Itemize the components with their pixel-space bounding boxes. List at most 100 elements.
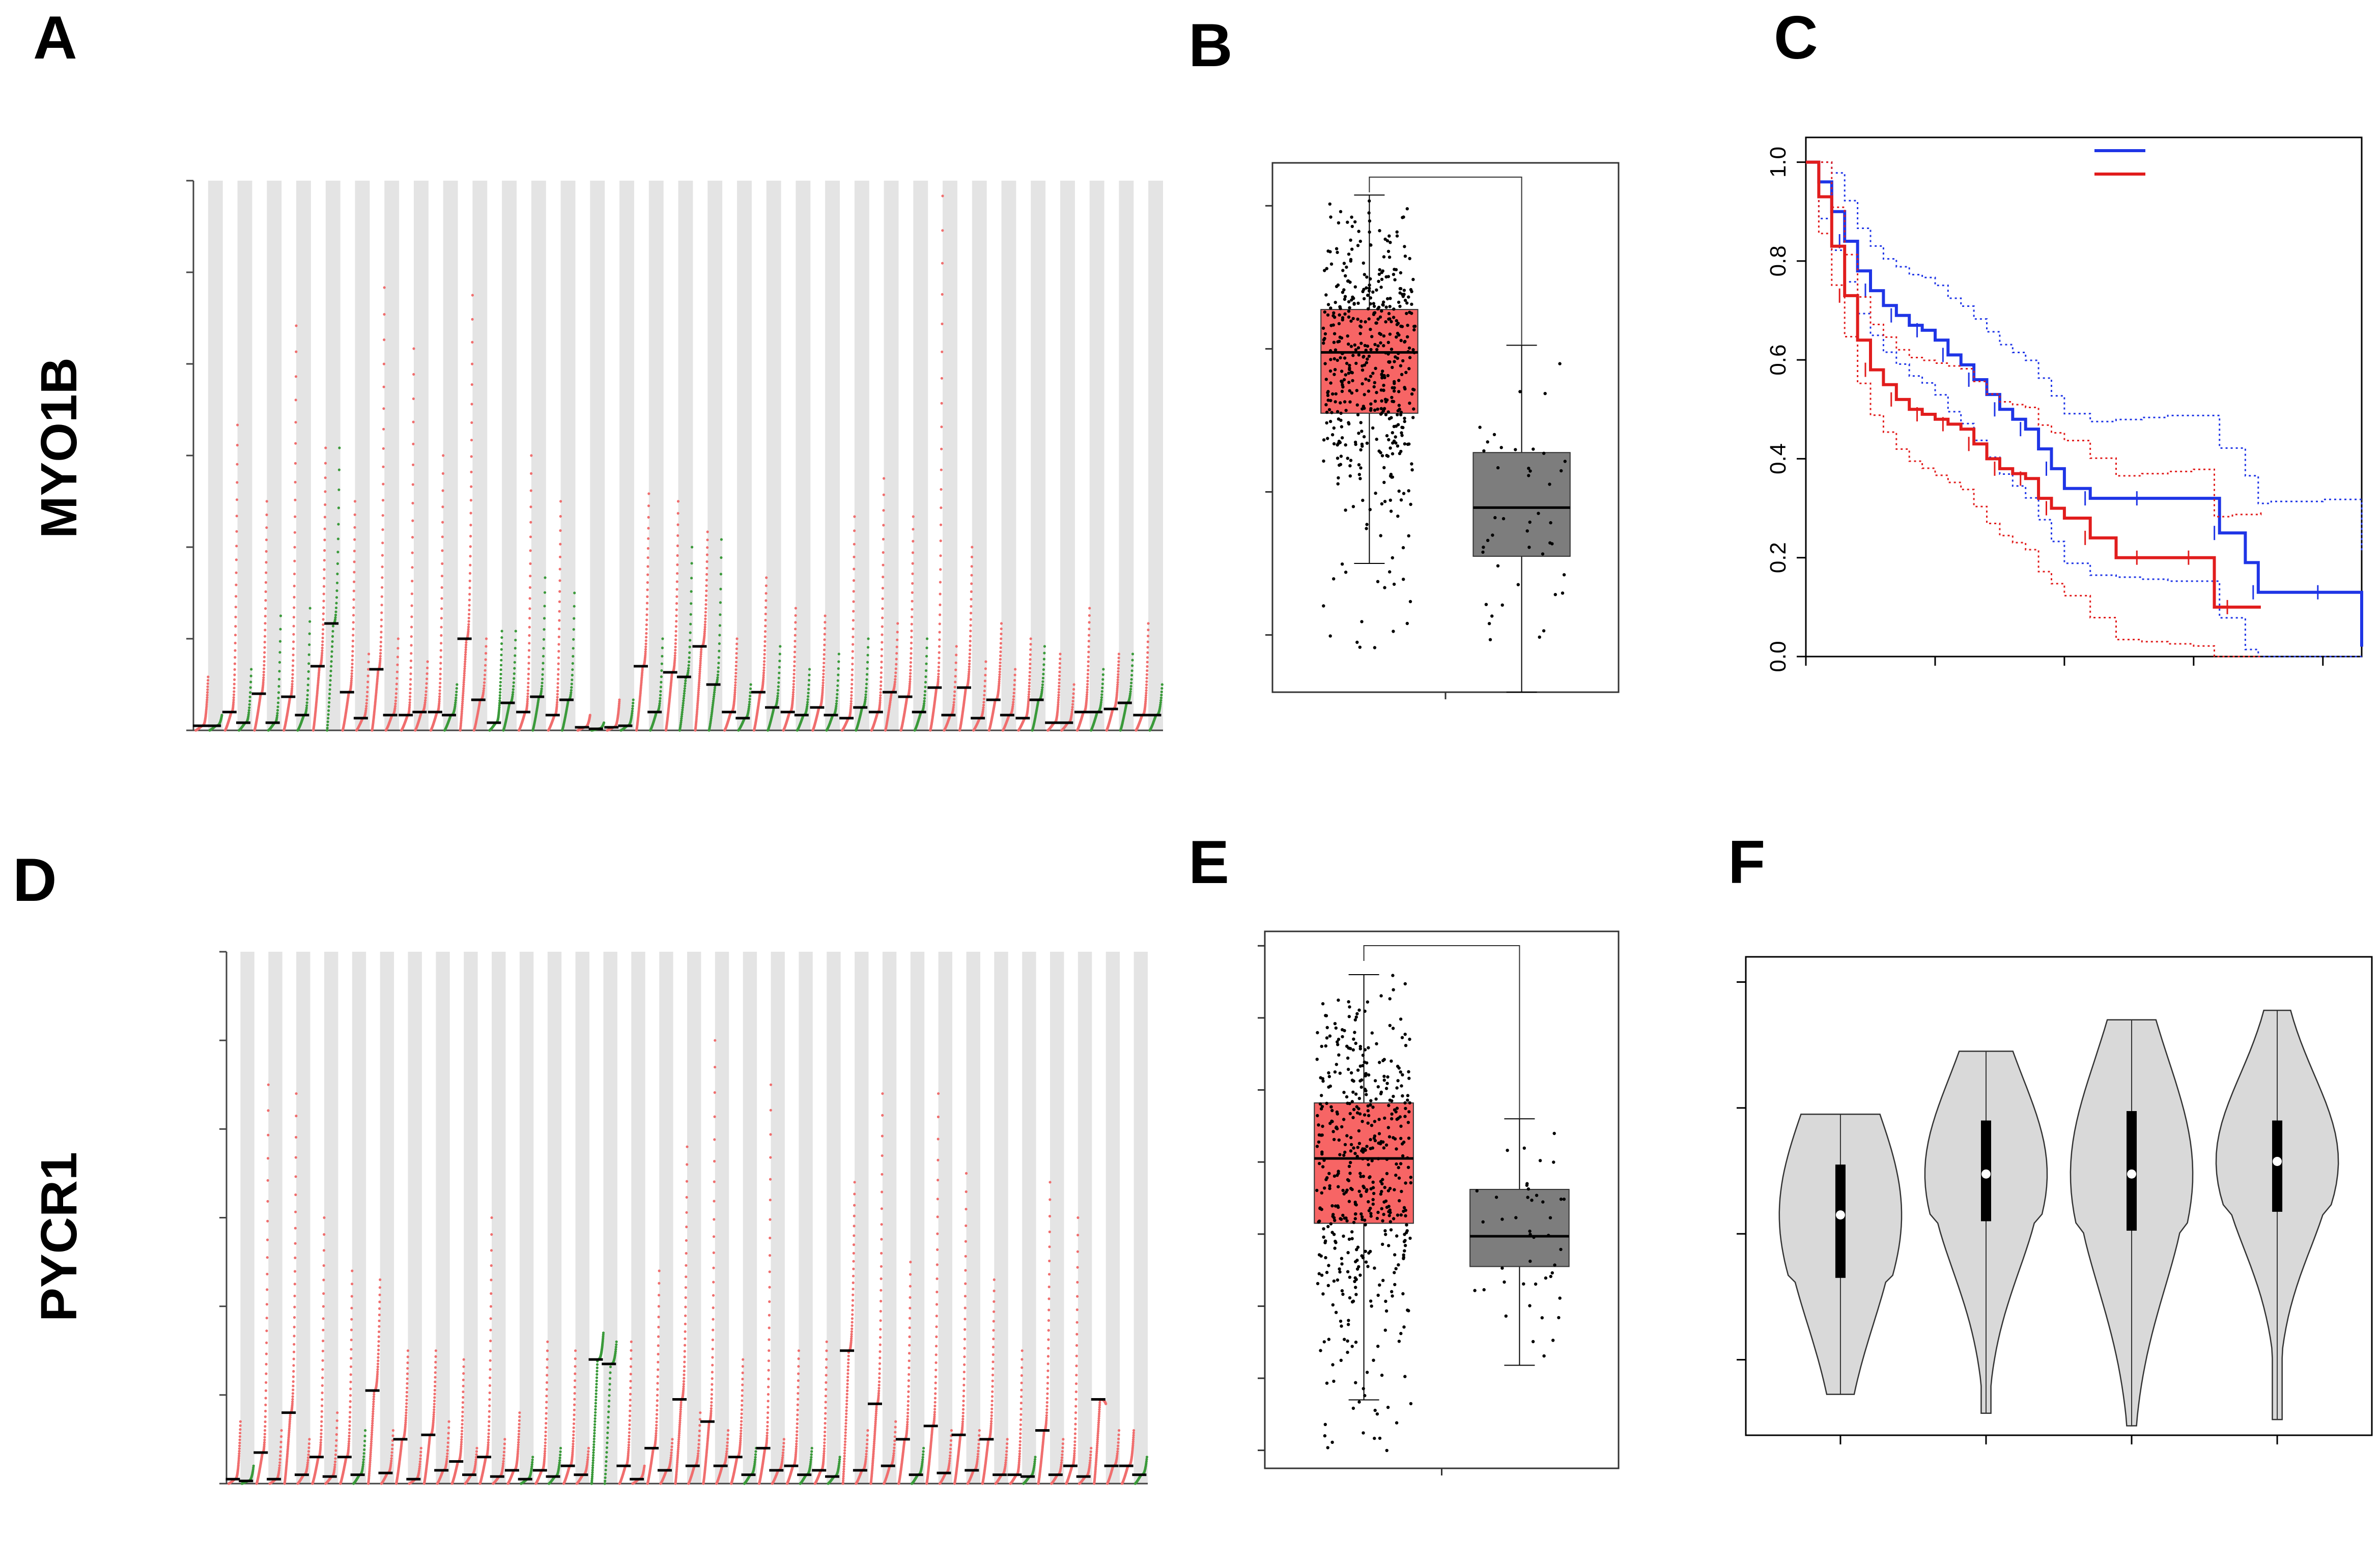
row-gene-label-top: MYO1B [31, 357, 88, 538]
sample-point [527, 686, 530, 689]
sample-point [514, 654, 517, 657]
sample-point [1057, 691, 1060, 694]
sample-point [528, 586, 531, 589]
sample-point [324, 503, 327, 506]
sample-point [748, 703, 751, 706]
sample-point [703, 623, 706, 626]
sample-point [380, 618, 383, 621]
sample-point [1343, 356, 1347, 360]
sample-point [556, 693, 559, 696]
sample-point [235, 571, 238, 574]
sample-point [498, 701, 501, 704]
sample-point [1343, 297, 1347, 301]
sample-point [925, 637, 929, 640]
sample-point [206, 694, 209, 697]
sample-point [249, 691, 252, 694]
sample-point [794, 640, 797, 643]
sample-point [365, 698, 369, 701]
sample-point [528, 642, 531, 645]
sample-point [439, 656, 442, 659]
sample-point [1146, 640, 1149, 643]
sample-point [469, 499, 473, 502]
sample-point [1380, 277, 1384, 281]
sample-point [1373, 381, 1376, 384]
sample-point [880, 655, 883, 658]
sample-point [249, 686, 252, 689]
sample-point [322, 592, 325, 595]
sample-point [334, 613, 337, 616]
sample-point [395, 688, 398, 691]
sample-point [1145, 680, 1148, 683]
sample-point [292, 653, 295, 657]
sample-point [293, 531, 296, 534]
sample-point [1145, 686, 1148, 689]
sample-point [263, 635, 267, 638]
sample-point [542, 638, 546, 641]
sample-point [835, 696, 838, 699]
sample-point [940, 425, 943, 429]
sample-point [968, 665, 971, 668]
sample-point [837, 667, 840, 670]
sample-point [365, 702, 368, 705]
sample-point [1101, 678, 1104, 681]
sample-point [717, 666, 720, 669]
sample-point [647, 516, 650, 519]
sample-point [334, 610, 337, 613]
sample-point [234, 634, 237, 637]
sample-point [541, 668, 545, 671]
sample-point [455, 693, 458, 697]
sample-point [265, 571, 268, 574]
sample-point [762, 666, 766, 669]
sample-point [683, 694, 686, 697]
sample-point [394, 696, 398, 699]
sample-point [631, 704, 634, 707]
sample-point [776, 695, 779, 698]
sample-point [324, 490, 327, 493]
sample-point [1380, 309, 1383, 313]
sample-point [352, 621, 355, 624]
sample-point [952, 703, 955, 706]
sample-point [1375, 391, 1378, 394]
sample-point [353, 526, 356, 529]
sample-point [1029, 662, 1032, 666]
sample-point [1057, 696, 1060, 699]
sample-point [558, 600, 561, 603]
sample-point [572, 628, 575, 631]
sample-point [526, 698, 529, 701]
sample-point [970, 565, 973, 568]
sample-point [719, 601, 722, 604]
sample-point [1334, 400, 1337, 404]
sample-point [646, 556, 649, 559]
sample-point [234, 615, 237, 618]
sample-point [851, 650, 854, 653]
column-band [678, 181, 693, 730]
sample-point [527, 681, 530, 685]
sample-point [1014, 668, 1017, 671]
sample-point [264, 599, 267, 602]
sample-point [733, 686, 736, 689]
sample-point [909, 677, 912, 681]
sample-point [1339, 418, 1343, 422]
sample-point [1013, 684, 1016, 687]
sample-point [718, 624, 721, 627]
sample-point [998, 675, 1001, 678]
sample-point [983, 694, 986, 697]
sample-point [1041, 683, 1044, 686]
sample-point [851, 657, 854, 660]
sample-point [570, 689, 573, 692]
sample-point [379, 657, 382, 660]
sample-point [882, 551, 885, 554]
sample-point [468, 579, 471, 582]
sample-point [328, 701, 331, 704]
sample-point [381, 554, 384, 557]
sample-point [793, 656, 796, 659]
sample-point [1100, 690, 1103, 693]
sample-point [794, 634, 797, 637]
sample-point [644, 650, 647, 653]
sample-point [808, 678, 811, 682]
sample-point [676, 544, 679, 547]
sample-point [794, 614, 797, 617]
sample-point [469, 534, 472, 538]
sample-point [262, 670, 265, 673]
sample-point [336, 537, 340, 541]
